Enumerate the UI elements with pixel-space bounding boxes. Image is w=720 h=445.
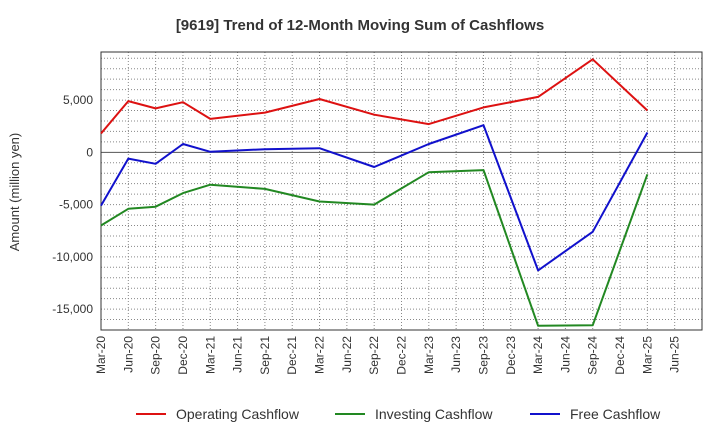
x-tick-label: Mar-23: [422, 336, 436, 374]
chart-title: [9619] Trend of 12-Month Moving Sum of C…: [176, 17, 544, 34]
x-tick-label: Jun-25: [668, 336, 682, 373]
x-tick-label: Jun-22: [340, 336, 354, 373]
x-tick-label: Jun-23: [449, 336, 463, 373]
x-tick-label: Dec-20: [176, 336, 190, 375]
x-tick-label: Mar-25: [640, 336, 654, 374]
series-line: [100, 124, 649, 272]
x-tick-label: Dec-21: [285, 336, 299, 375]
plot-frame: [100, 51, 703, 331]
legend-label: Operating Cashflow: [176, 406, 300, 422]
series-line: [100, 169, 649, 327]
legend: Operating Cashflow Investing Cashflow Free…: [136, 406, 661, 422]
x-tick-label: Sep-20: [149, 336, 163, 375]
x-tick-label: Mar-20: [94, 336, 108, 374]
x-tick-label: Dec-23: [504, 336, 518, 375]
y-tick-label: -5,000: [59, 198, 93, 212]
x-tick-label: Mar-24: [531, 336, 545, 374]
x-tick-label: Sep-21: [258, 336, 272, 375]
series-lines: [100, 58, 649, 327]
x-tick-label: Mar-22: [313, 336, 327, 374]
x-tick-label: Mar-21: [203, 336, 217, 374]
x-tick-label: Sep-24: [586, 336, 600, 375]
legend-label: Free Cashflow: [570, 406, 661, 422]
y-axis-label: Amount (million yen): [7, 133, 22, 252]
x-tick-label: Sep-23: [476, 336, 490, 375]
grid: [101, 52, 702, 331]
legend-label: Investing Cashflow: [375, 406, 493, 422]
y-tick-label: -15,000: [52, 302, 93, 316]
x-tick-label: Dec-24: [613, 336, 627, 375]
x-tick-label: Dec-22: [395, 336, 409, 375]
x-tick-label: Jun-20: [121, 336, 135, 373]
axes: 5,000 0 -5,000 -10,000 -15,000 Mar-20 Jun-20 Se…: [52, 51, 703, 375]
x-tick-label: Sep-22: [367, 336, 381, 375]
x-tick-label: Jun-21: [231, 336, 245, 373]
y-tick-label: 5,000: [63, 93, 93, 107]
x-tick-label: Jun-24: [558, 336, 572, 373]
y-tick-label: 0: [86, 145, 93, 159]
y-tick-label: -10,000: [52, 250, 93, 264]
series-line: [100, 58, 649, 135]
